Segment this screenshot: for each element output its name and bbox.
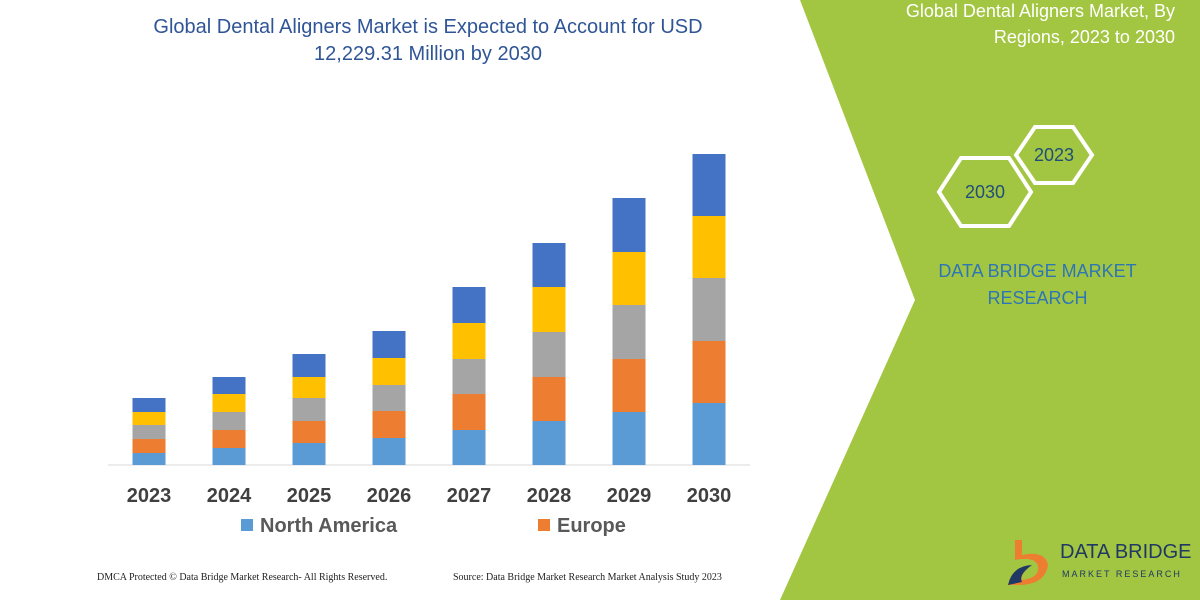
bar-segment — [692, 216, 726, 278]
bar-segment — [212, 412, 246, 430]
x-tick-label: 2027 — [447, 485, 492, 507]
source: Source: Data Bridge Market Research Mark… — [453, 572, 722, 583]
x-tick-label: 2025 — [287, 485, 332, 507]
x-tick-label: 2023 — [127, 485, 172, 507]
bar-segment — [132, 398, 166, 412]
side-panel — [780, 0, 1200, 600]
hexagon — [936, 156, 1034, 228]
bar-segment — [372, 438, 406, 465]
bar-segment — [132, 439, 166, 453]
bar-segment — [212, 394, 246, 412]
bar-segment — [612, 359, 646, 412]
bar-segment — [452, 359, 486, 394]
bar-segment — [292, 421, 326, 443]
bar-segment — [212, 377, 246, 394]
legend-label: Europe — [557, 515, 626, 537]
bar-segment — [612, 198, 646, 252]
chart-title: Global Dental Aligners Market is Expecte… — [153, 16, 703, 65]
bar-segment — [372, 331, 406, 358]
x-tick-label: 2029 — [607, 485, 652, 507]
bar-segment — [532, 332, 566, 377]
x-tick-label: 2028 — [527, 485, 572, 507]
bar-segment — [372, 358, 406, 385]
panel-title: Global Dental Aligners Market, By Region… — [905, 1, 1175, 47]
bar-segment — [612, 412, 646, 465]
bar-segment — [692, 278, 726, 341]
x-tick-label: 2024 — [207, 485, 252, 507]
bar-segment — [452, 323, 486, 359]
bar-segment — [292, 354, 326, 377]
legend-swatch — [241, 519, 253, 531]
bar-segment — [532, 421, 566, 465]
bar-segment — [452, 430, 486, 465]
legend-swatch — [538, 519, 550, 531]
bar-segment — [452, 287, 486, 323]
bar-segment — [532, 243, 566, 287]
copyright: DMCA Protected © Data Bridge Market Rese… — [97, 572, 388, 583]
bar-segment — [612, 252, 646, 305]
bar-segment — [292, 377, 326, 398]
bar-segment — [212, 448, 246, 465]
logo-name: DATA BRIDGE — [1060, 541, 1192, 563]
x-tick-label: 2030 — [687, 485, 732, 507]
bar-segment — [612, 305, 646, 359]
bar-segment — [452, 394, 486, 430]
bar-segment — [212, 430, 246, 448]
bar-segment — [692, 403, 726, 465]
logo-mark — [1008, 565, 1032, 585]
logo-tagline: MARKET RESEARCH — [1062, 569, 1182, 579]
bar-segment — [132, 425, 166, 439]
bar-segment — [292, 398, 326, 421]
bar-segment — [692, 341, 726, 403]
bar-segment — [692, 154, 726, 216]
bar-segment — [132, 453, 166, 465]
brand: DATA BRIDGE MARKET RESEARCH — [938, 261, 1137, 308]
bar-segment — [292, 443, 326, 465]
x-tick-label: 2026 — [367, 485, 412, 507]
hexagon — [1013, 125, 1095, 185]
legend-label: North America — [260, 515, 398, 537]
hexagon-label: 2030 — [965, 182, 1005, 202]
bar-segment — [532, 377, 566, 421]
bar-segment — [132, 412, 166, 425]
bar-segment — [532, 287, 566, 332]
bar-segment — [372, 385, 406, 411]
bar-segment — [372, 411, 406, 438]
hexagon-label: 2023 — [1034, 145, 1074, 165]
